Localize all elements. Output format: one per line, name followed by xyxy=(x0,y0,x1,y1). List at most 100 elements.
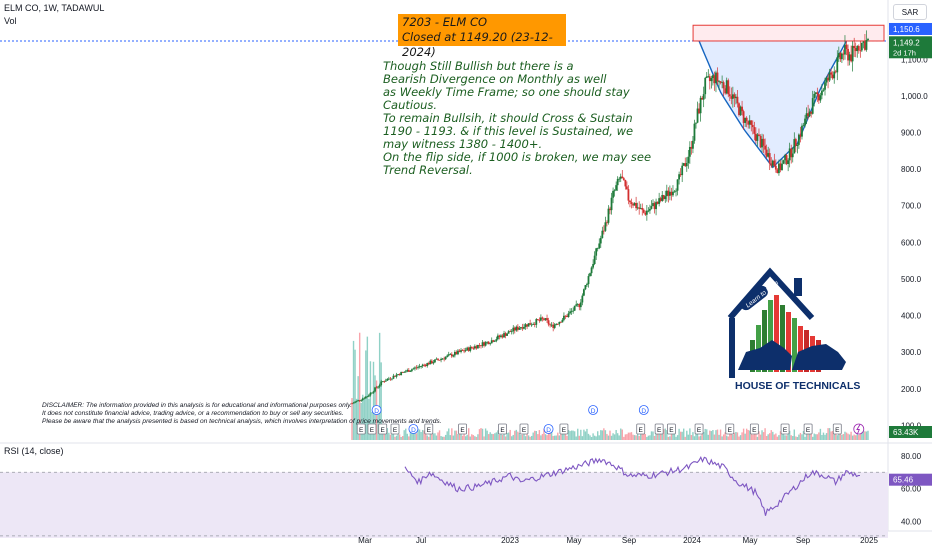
candle-body xyxy=(541,317,544,319)
volume-bar xyxy=(489,432,491,440)
candle-body xyxy=(722,82,725,89)
analysis-line: as Weekly Time Frame; so one should stay xyxy=(383,85,630,99)
volume-bar xyxy=(695,429,697,440)
candle-body xyxy=(632,204,634,206)
volume-bar xyxy=(532,432,534,440)
candle-body xyxy=(675,190,677,192)
volume-bar xyxy=(380,362,382,440)
volume-bar xyxy=(812,436,814,440)
volume-bar xyxy=(801,434,803,440)
candle-body xyxy=(708,76,711,82)
candle-body xyxy=(696,108,699,123)
candle-body xyxy=(805,113,808,119)
candle-body xyxy=(685,163,688,167)
event-marker-label: E xyxy=(562,427,567,434)
candle-body xyxy=(418,366,421,368)
candle-body xyxy=(753,127,756,134)
volume-bar xyxy=(810,429,812,440)
candle-body xyxy=(513,327,516,331)
candle-body xyxy=(352,402,355,404)
candle-body xyxy=(567,313,570,318)
candle-body xyxy=(375,387,378,389)
candle-body xyxy=(768,153,771,164)
volume-bar xyxy=(612,433,614,440)
volume-bar xyxy=(773,434,776,440)
volume-bar xyxy=(406,433,408,440)
candle-body xyxy=(424,364,427,366)
volume-bar xyxy=(417,428,419,440)
candle-body xyxy=(801,125,803,137)
volume-bar xyxy=(735,431,737,440)
time-tick-label: Jul xyxy=(416,536,426,545)
candle-body xyxy=(450,354,453,357)
candle-body xyxy=(735,96,737,99)
volume-bar xyxy=(624,434,627,440)
candle-body xyxy=(427,363,430,365)
volume-bar xyxy=(527,435,530,440)
candle-body xyxy=(618,178,621,180)
volume-bar xyxy=(583,429,585,440)
candle-body xyxy=(372,391,375,393)
symbol-title[interactable]: ELM CO, 1W, TADAWUL xyxy=(4,3,105,13)
candle-body xyxy=(857,46,860,51)
volume-bar xyxy=(586,428,588,440)
annotation-box: 7203 - ELM CO Closed at 1149.20 (23-12-2… xyxy=(398,14,566,59)
volume-bar xyxy=(448,428,450,440)
candle-body xyxy=(817,94,820,101)
candle-body xyxy=(854,48,857,52)
candle-body xyxy=(584,285,587,290)
volume-bar xyxy=(383,430,385,440)
candle-body xyxy=(504,333,507,336)
candle-body xyxy=(441,358,444,360)
volume-bar xyxy=(434,433,436,440)
candle-body xyxy=(558,321,561,325)
volume-bar xyxy=(362,394,364,440)
volume-bar xyxy=(514,430,516,440)
event-marker-label: E xyxy=(359,427,364,434)
volume-bar xyxy=(587,433,590,440)
volume-bar xyxy=(858,434,860,440)
candle-body xyxy=(391,378,393,380)
candle-body xyxy=(366,396,369,398)
candle-body xyxy=(661,194,664,201)
candle-body xyxy=(563,315,565,320)
candle-body xyxy=(684,163,687,167)
volume-bar xyxy=(712,430,714,440)
countdown-badge: 2d 17h xyxy=(893,48,916,57)
candle-body xyxy=(387,378,390,380)
candle-body xyxy=(797,134,800,145)
volume-bar xyxy=(494,433,496,440)
volume-bar xyxy=(749,430,751,440)
candle-body xyxy=(578,304,581,308)
candle-body xyxy=(610,197,613,211)
logo-bar xyxy=(798,326,803,372)
currency-button[interactable]: SAR xyxy=(893,4,927,20)
candle-body xyxy=(844,44,846,55)
volume-bar xyxy=(853,434,855,440)
candle-body xyxy=(472,347,475,349)
volume-bar xyxy=(403,430,405,440)
volume-bar xyxy=(739,435,742,440)
candle-body xyxy=(509,331,512,333)
volume-bar xyxy=(759,434,762,440)
volume-bar xyxy=(792,436,794,440)
rsi-label[interactable]: RSI (14, close) xyxy=(4,446,64,456)
volume-bar xyxy=(573,431,576,440)
volume-bar xyxy=(689,428,691,440)
candle-body xyxy=(435,358,438,360)
event-marker-label: E xyxy=(500,427,505,434)
candle-body xyxy=(716,72,719,82)
candle-body xyxy=(739,106,742,116)
volume-bar xyxy=(351,398,353,440)
volume-bar xyxy=(815,434,817,440)
event-marker-label: D xyxy=(591,408,596,415)
candle-body xyxy=(711,75,714,79)
volume-bar xyxy=(509,429,511,440)
volume-bar xyxy=(641,433,643,440)
volume-bar xyxy=(638,435,640,440)
candle-body xyxy=(692,140,694,149)
logo-bar xyxy=(774,295,779,372)
volume-bar xyxy=(438,430,441,440)
candle-body xyxy=(779,163,782,171)
volume-bar xyxy=(598,435,600,440)
